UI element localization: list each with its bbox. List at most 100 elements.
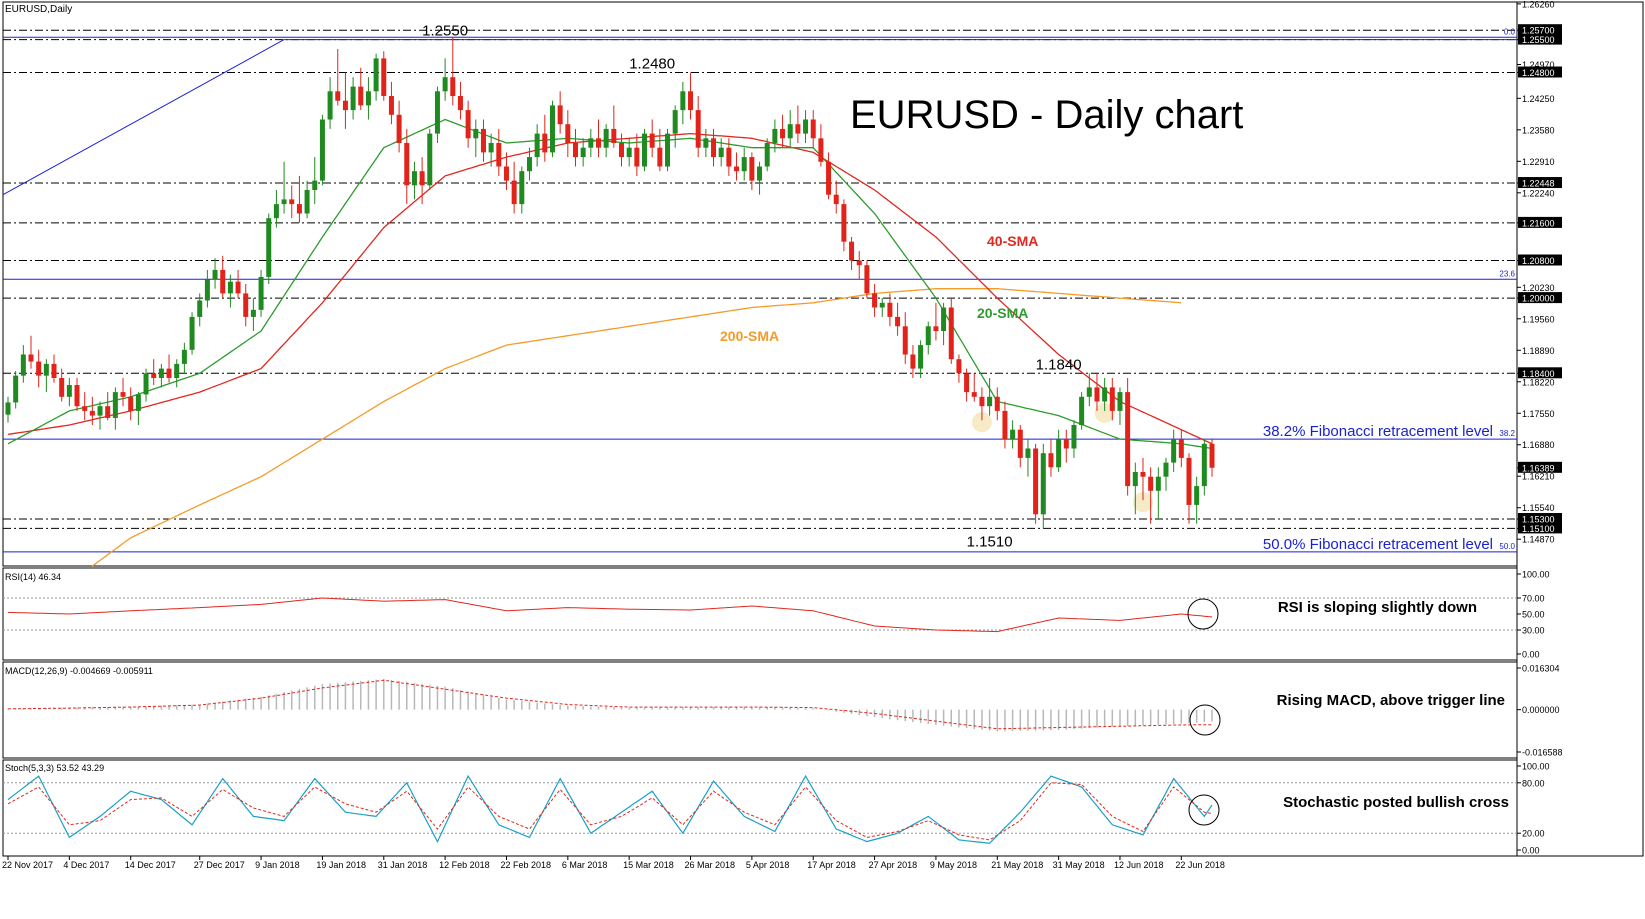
time-tick-label: 6 Mar 2018 bbox=[562, 860, 608, 870]
candle-body bbox=[833, 194, 839, 205]
time-tick-label: 9 Jan 2018 bbox=[255, 860, 300, 870]
price-annotation: 1.2480 bbox=[629, 56, 675, 73]
candle-body bbox=[496, 143, 502, 167]
candle bbox=[526, 147, 532, 181]
candle bbox=[13, 370, 19, 409]
candle-body bbox=[1079, 396, 1085, 425]
price-annotation: 1.1510 bbox=[967, 533, 1013, 550]
fib-label: 50.0% Fibonacci retracement level bbox=[1263, 536, 1493, 553]
candle bbox=[1025, 439, 1031, 477]
rsi-highlight-circle bbox=[1187, 598, 1219, 630]
stoch-header: Stoch(5,3,3) 53.52 43.29 bbox=[5, 763, 104, 773]
candle-body bbox=[626, 147, 632, 158]
price-tick-label: 1.23580 bbox=[1522, 125, 1555, 135]
candle-body bbox=[1033, 448, 1039, 515]
rsi-header: RSI(14) 46.34 bbox=[5, 572, 61, 582]
candle bbox=[803, 110, 809, 143]
price-tick-label: 1.16389 bbox=[1522, 463, 1555, 473]
candle-body bbox=[649, 133, 655, 148]
price-panel: 38.2 38.2% Fibonacci retracement level 50.… bbox=[2, 23, 1517, 567]
candle bbox=[51, 354, 57, 383]
candle-body bbox=[197, 300, 203, 317]
candle bbox=[128, 387, 134, 421]
candle-body bbox=[28, 354, 34, 362]
candle-body bbox=[1201, 443, 1207, 487]
stoch-tick-label: 100.00 bbox=[1522, 762, 1550, 772]
candle bbox=[411, 161, 417, 200]
price-tick-box bbox=[1518, 33, 1562, 45]
rsi-line bbox=[7, 597, 1213, 633]
candle bbox=[1163, 457, 1169, 491]
rsi-tick-label: 100.00 bbox=[1522, 570, 1550, 580]
candle-body bbox=[1063, 439, 1069, 449]
candle bbox=[780, 114, 786, 148]
candle-body bbox=[312, 180, 318, 190]
candle bbox=[979, 387, 985, 421]
candle bbox=[1194, 476, 1200, 524]
price-tick-label: 1.15300 bbox=[1522, 515, 1555, 525]
candle-body bbox=[964, 373, 970, 393]
candle bbox=[642, 128, 648, 172]
candle bbox=[534, 124, 540, 167]
candle-body bbox=[1109, 387, 1115, 411]
candle bbox=[1171, 429, 1177, 472]
candle bbox=[810, 110, 816, 148]
candle bbox=[28, 335, 34, 369]
candle bbox=[718, 138, 724, 167]
candle-body bbox=[994, 396, 1000, 411]
candle-body bbox=[634, 147, 640, 167]
candle bbox=[611, 105, 617, 148]
candle-body bbox=[97, 406, 103, 416]
candle bbox=[511, 161, 517, 214]
candle-body bbox=[741, 157, 747, 172]
candle bbox=[688, 72, 694, 120]
candle-body bbox=[181, 349, 187, 364]
candle bbox=[849, 237, 855, 270]
candle bbox=[174, 359, 180, 388]
candle-body bbox=[1140, 472, 1146, 477]
candle bbox=[1033, 443, 1039, 524]
candle-body bbox=[158, 368, 164, 378]
candle bbox=[36, 349, 42, 388]
candle bbox=[1109, 378, 1115, 421]
candle-body bbox=[13, 375, 19, 403]
ma-label: 200-SMA bbox=[720, 328, 779, 344]
candle-body bbox=[665, 133, 671, 167]
candle bbox=[74, 378, 80, 411]
candle bbox=[296, 175, 302, 223]
stoch-tick-label: 20.00 bbox=[1522, 829, 1545, 839]
candle-body bbox=[1010, 429, 1016, 440]
candle bbox=[925, 321, 931, 355]
candle bbox=[795, 105, 801, 143]
candle bbox=[473, 119, 479, 158]
candle bbox=[373, 53, 379, 101]
candle-body bbox=[373, 58, 379, 92]
candle bbox=[243, 284, 249, 327]
price-tick-label: 1.26260 bbox=[1522, 0, 1555, 9]
candle-body bbox=[66, 385, 72, 397]
price-tick-label: 1.16880 bbox=[1522, 440, 1555, 450]
candle-body bbox=[918, 345, 924, 369]
candle-body bbox=[941, 307, 947, 331]
candle-body bbox=[89, 410, 95, 416]
candle bbox=[105, 392, 111, 421]
candle-body bbox=[1025, 448, 1031, 458]
candle-body bbox=[1186, 457, 1192, 505]
time-tick-label: 22 Jun 2018 bbox=[1175, 860, 1225, 870]
time-tick-label: 15 Mar 2018 bbox=[623, 860, 674, 870]
stoch-annotation: Stochastic posted bullish cross bbox=[1283, 794, 1509, 811]
candle-body bbox=[166, 368, 172, 378]
candle bbox=[887, 293, 893, 327]
candle bbox=[1040, 443, 1046, 529]
candle-body bbox=[74, 385, 80, 407]
stoch-tick-label: 80.00 bbox=[1522, 778, 1545, 788]
candle-body bbox=[243, 293, 249, 317]
rsi-panel: RSI(14) 46.34 RSI is sloping slightly dow… bbox=[3, 572, 1517, 633]
macd-signal-line bbox=[7, 679, 1212, 730]
time-tick-label: 19 Jan 2018 bbox=[316, 860, 366, 870]
price-tick-label: 1.15100 bbox=[1522, 524, 1555, 534]
macd-annotation: Rising MACD, above trigger line bbox=[1277, 692, 1505, 709]
candle-body bbox=[128, 396, 134, 411]
candle bbox=[465, 100, 471, 148]
candle-body bbox=[220, 269, 226, 294]
